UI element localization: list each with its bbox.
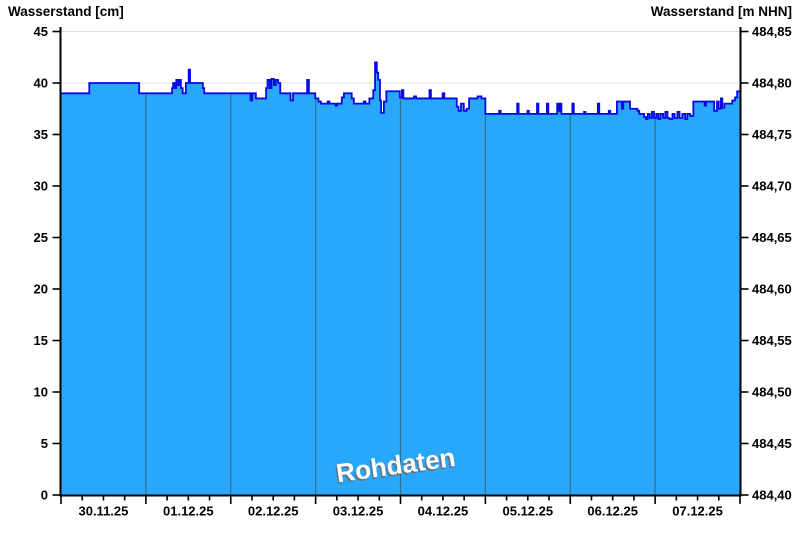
y-tick-label-right: 484,75 — [752, 127, 792, 142]
y-tick-label-left: 30 — [34, 179, 48, 194]
y-tick-label-left: 25 — [34, 230, 48, 245]
water-level-line — [61, 61, 740, 120]
y-tick-label-right: 484,40 — [752, 488, 792, 503]
right-axis-title: Wasserstand [m NHN] — [651, 4, 792, 19]
y-tick-label-left: 45 — [34, 24, 48, 39]
axes — [59, 27, 742, 497]
x-tick-label: 06.12.25 — [587, 504, 638, 519]
y-tick-label-left: 35 — [34, 127, 48, 142]
y-tick-label-right: 484,65 — [752, 230, 792, 245]
x-tick-label: 03.12.25 — [333, 504, 384, 519]
x-tick-label: 01.12.25 — [163, 504, 214, 519]
tick-labels: 0 484,40 5 484,45 10 484,50 15 484,55 20 484,60 25… — [34, 24, 792, 519]
x-tick-label: 04.12.25 — [418, 504, 469, 519]
y-tick-label-right: 484,55 — [752, 333, 792, 348]
tick-marks — [52, 30, 749, 504]
left-axis-title: Wasserstand [cm] — [8, 4, 124, 19]
y-tick-label-right: 484,50 — [752, 385, 792, 400]
y-tick-label-left: 15 — [34, 333, 48, 348]
x-tick-label: 07.12.25 — [672, 504, 723, 519]
y-tick-label-right: 484,60 — [752, 282, 792, 297]
y-tick-label-left: 0 — [41, 488, 48, 503]
x-tick-label: 05.12.25 — [503, 504, 554, 519]
x-tick-label: 02.12.25 — [248, 504, 299, 519]
y-tick-label-right: 484,45 — [752, 436, 792, 451]
y-tick-label-left: 20 — [34, 282, 48, 297]
y-tick-label-left: 5 — [41, 436, 48, 451]
y-tick-label-left: 10 — [34, 385, 48, 400]
data-line — [61, 61, 740, 120]
y-tick-label-right: 484,70 — [752, 179, 792, 194]
y-tick-label-left: 40 — [34, 76, 48, 91]
x-tick-label: 30.11.25 — [78, 504, 128, 519]
y-tick-label-right: 484,85 — [752, 24, 792, 39]
y-tick-label-right: 484,80 — [752, 76, 792, 91]
